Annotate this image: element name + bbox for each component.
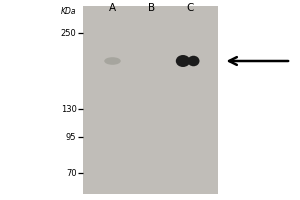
Text: 70: 70 [66,168,76,178]
Text: 250: 250 [61,28,76,38]
Text: 130: 130 [61,104,76,114]
Ellipse shape [176,55,190,67]
Ellipse shape [188,56,200,66]
Text: B: B [148,3,155,13]
Ellipse shape [104,57,121,65]
Text: KDa: KDa [61,7,76,16]
Text: A: A [109,3,116,13]
Text: 95: 95 [66,132,76,142]
Bar [82,6,218,194]
Text: C: C [187,3,194,13]
